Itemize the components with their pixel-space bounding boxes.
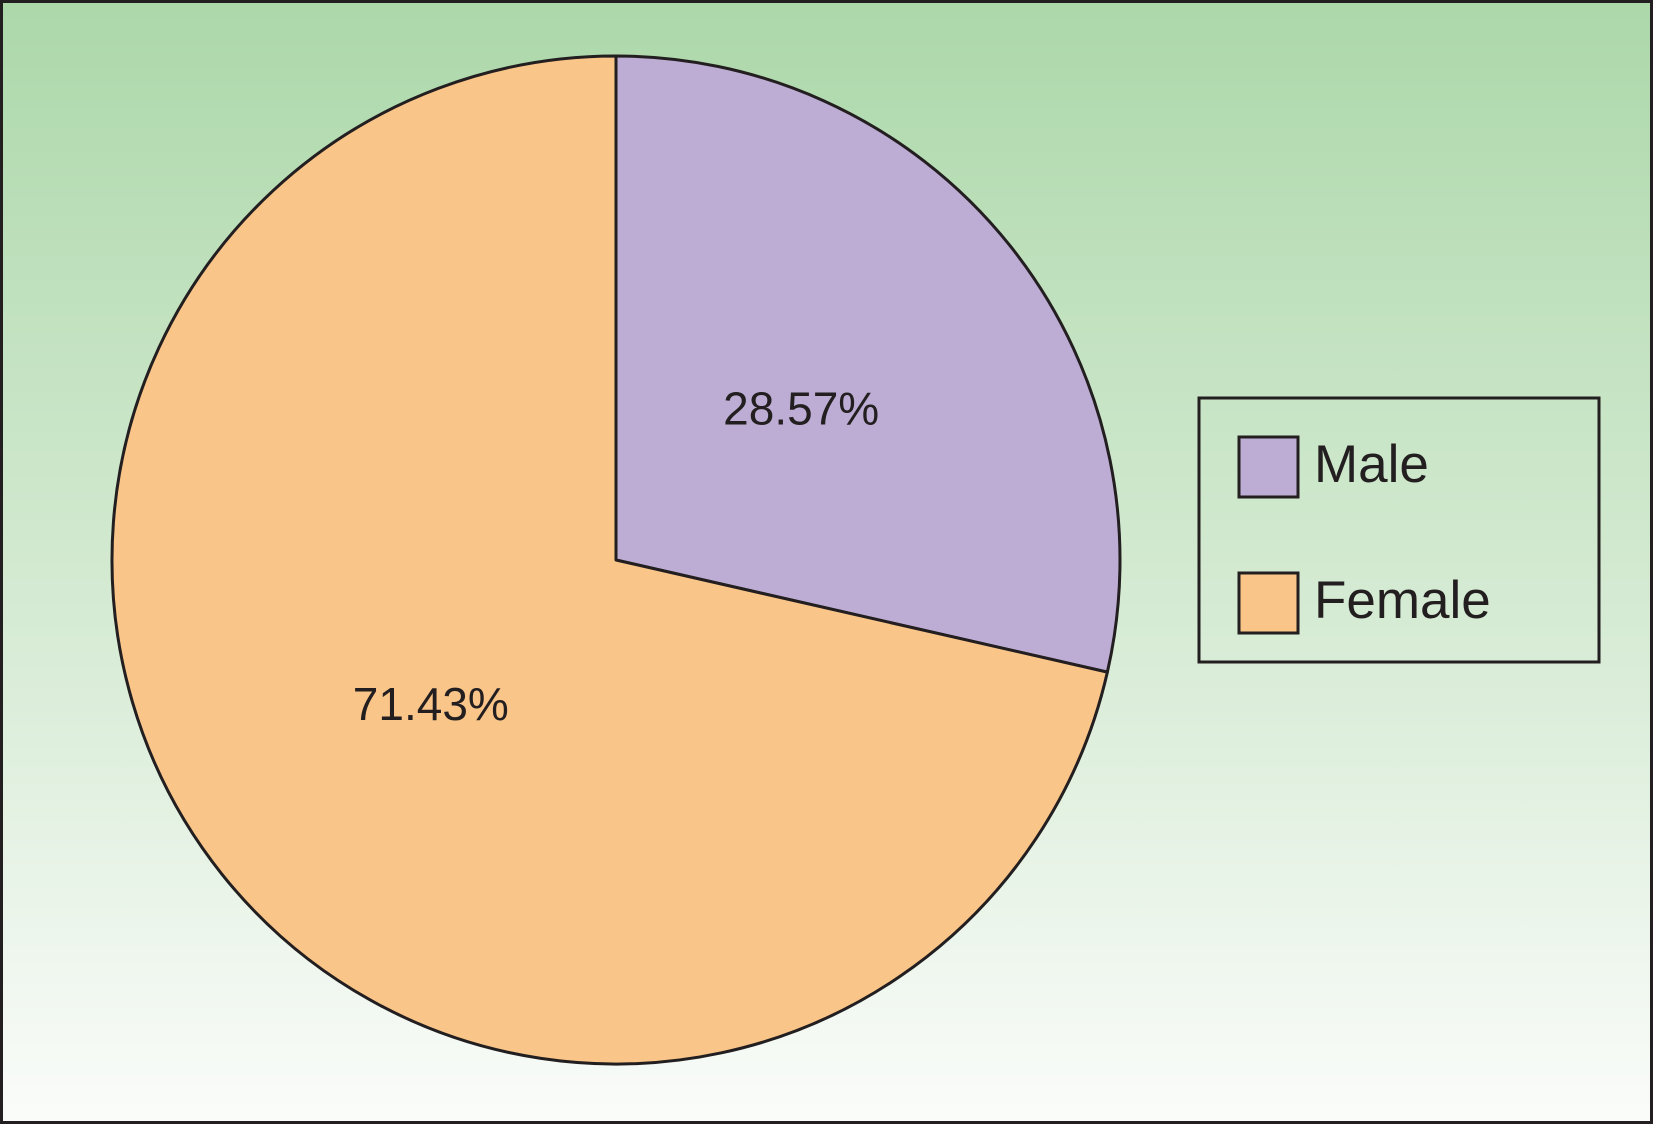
legend-swatch [1237, 571, 1300, 635]
data-label: 28.57% [723, 382, 879, 434]
data-label: 71.43% [353, 678, 509, 730]
legend-swatch [1237, 435, 1300, 499]
legend-label: Male [1314, 435, 1429, 494]
pie-slice [614, 54, 1122, 674]
pie-slice [110, 54, 1109, 1066]
legend: Male Female [1237, 435, 1491, 635]
legend-box [1197, 396, 1601, 664]
legend-label: Female [1314, 571, 1491, 630]
pie: 28.57% 71.43% [110, 54, 1122, 1066]
